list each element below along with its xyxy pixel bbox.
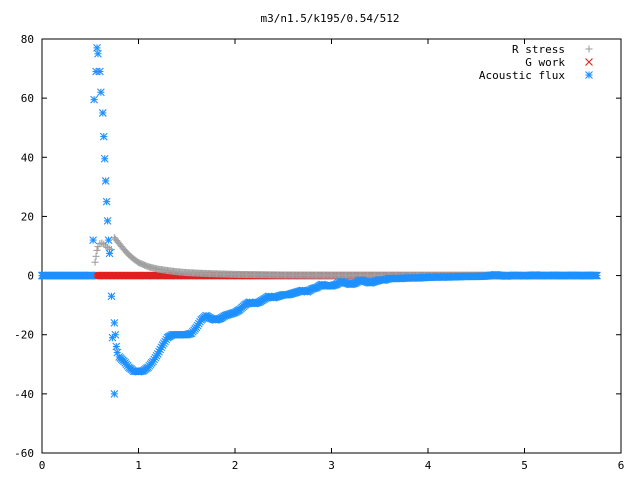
data-point (94, 49, 102, 58)
data-point (96, 88, 105, 97)
x-tick-label: 5 (521, 459, 528, 472)
y-tick-label: 20 (21, 210, 34, 223)
y-tick-label: 60 (21, 92, 34, 105)
x-tick-label: 4 (425, 459, 432, 472)
x-tick-label: 6 (618, 459, 625, 472)
x-tick-label: 3 (328, 459, 335, 472)
x-tick-label: 2 (232, 459, 239, 472)
axis-ticks: 0 1 2 3 4 5 6 -60 -40 -20 0 20 40 60 80 (14, 33, 624, 472)
y-tick-label: 40 (21, 151, 34, 164)
data-point (104, 236, 113, 244)
data-point (107, 292, 116, 301)
legend-label: G work (525, 56, 565, 69)
data-point (89, 236, 98, 244)
data-point (101, 177, 110, 185)
x-tick-label: 0 (39, 459, 46, 472)
series-2 (38, 43, 601, 398)
y-tick-label: -40 (14, 388, 34, 401)
data-point (100, 154, 109, 163)
data-point (591, 271, 600, 280)
data-point (127, 253, 135, 261)
legend-marker (585, 71, 593, 79)
data-point (38, 271, 46, 280)
data-point (93, 246, 101, 254)
data-point (130, 271, 138, 280)
legend-label: Acoustic flux (479, 69, 565, 82)
data-point (103, 216, 112, 225)
data-point (86, 271, 95, 280)
y-tick-label: -20 (14, 329, 34, 342)
data-point (118, 243, 126, 251)
data-point (110, 389, 119, 398)
data-point (132, 257, 140, 265)
data-point (102, 197, 111, 206)
y-tick-label: 80 (21, 33, 34, 46)
chart-title: m3/n1.5/k195/0.54/512 (260, 12, 399, 25)
data-point (105, 249, 114, 258)
y-tick-label: 0 (27, 270, 34, 283)
data-point (98, 109, 107, 117)
data-point (110, 271, 119, 280)
data-point (92, 252, 100, 260)
data-point (110, 318, 119, 327)
legend-marker (585, 58, 593, 66)
data-point (113, 237, 121, 245)
legend-label: R stress (512, 43, 565, 56)
data-point (122, 248, 130, 256)
data-point (91, 258, 99, 266)
x-tick-label: 1 (135, 459, 142, 472)
data-point (99, 132, 108, 141)
y-tick-label: -60 (14, 447, 34, 460)
data-point (96, 67, 104, 76)
data-point (90, 95, 98, 104)
data-point (111, 330, 120, 339)
legend-marker (585, 45, 593, 53)
series-layer (38, 43, 601, 398)
